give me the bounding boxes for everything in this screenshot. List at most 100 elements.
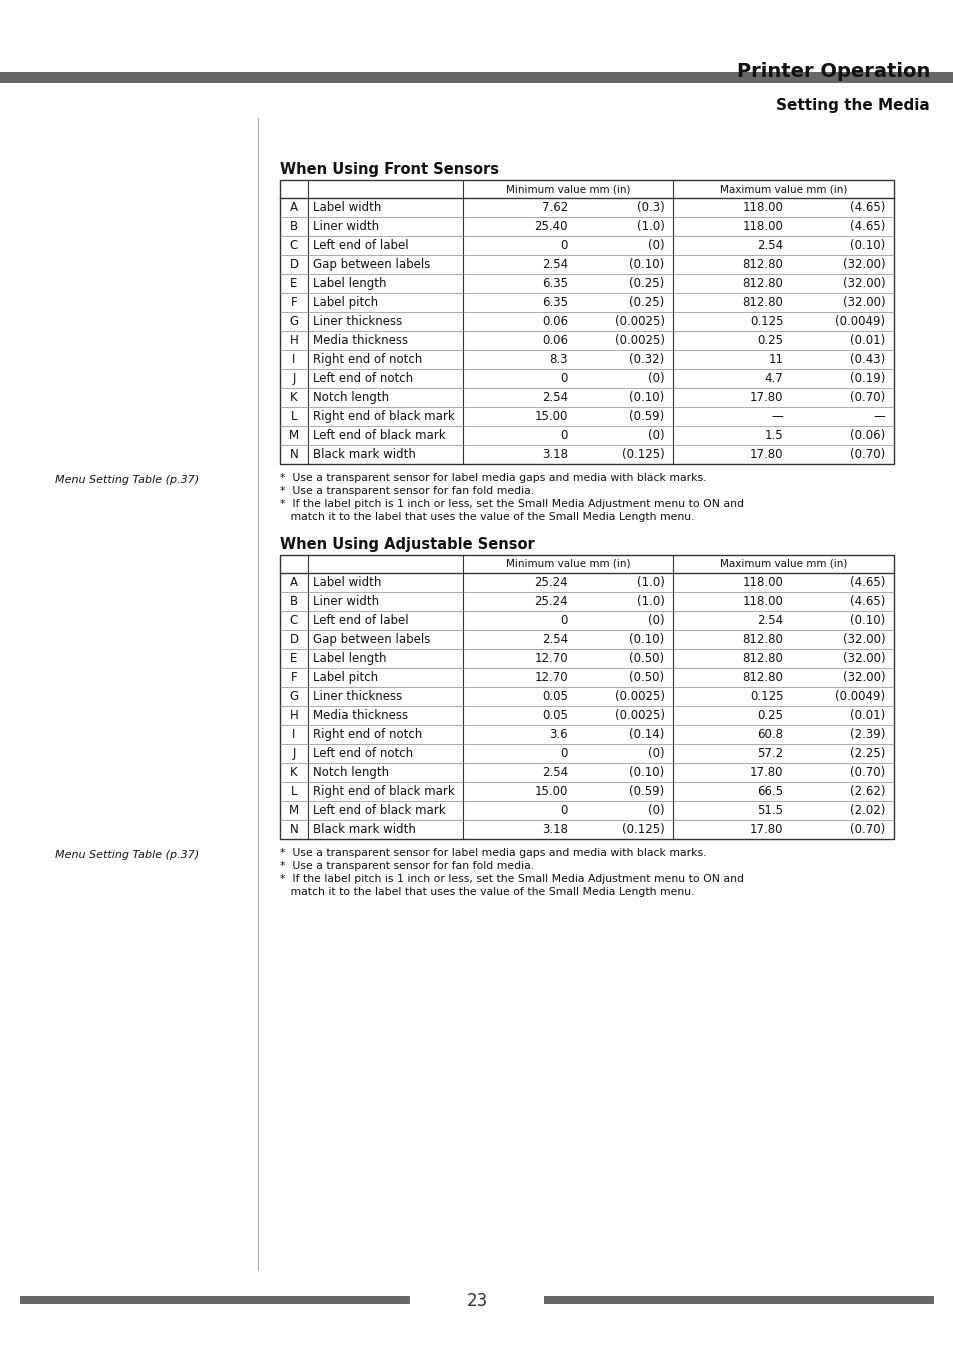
Text: G: G [289, 315, 298, 328]
Text: Gap between labels: Gap between labels [313, 634, 430, 646]
Text: (0.43): (0.43) [849, 353, 884, 367]
Text: (2.62): (2.62) [849, 785, 884, 798]
Text: 8.3: 8.3 [549, 353, 567, 367]
Text: 60.8: 60.8 [757, 728, 782, 741]
Text: *  Use a transparent sensor for label media gaps and media with black marks.: * Use a transparent sensor for label med… [280, 848, 706, 857]
Text: Right end of black mark: Right end of black mark [313, 785, 455, 798]
Text: (0.10): (0.10) [849, 613, 884, 627]
Text: (32.00): (32.00) [841, 652, 884, 665]
Text: 12.70: 12.70 [534, 671, 567, 683]
Text: 0: 0 [560, 613, 567, 627]
Text: 0.25: 0.25 [757, 709, 782, 723]
Text: M: M [289, 803, 298, 817]
Text: Label pitch: Label pitch [313, 671, 377, 683]
Text: A: A [290, 201, 297, 214]
Text: 2.54: 2.54 [541, 391, 567, 404]
Text: (0.10): (0.10) [849, 239, 884, 252]
Text: F: F [291, 671, 297, 683]
Text: Menu Setting Table (p.37): Menu Setting Table (p.37) [55, 851, 199, 860]
Text: 812.80: 812.80 [741, 297, 782, 309]
Text: Notch length: Notch length [313, 391, 389, 404]
Text: Black mark width: Black mark width [313, 448, 416, 461]
Text: (1.0): (1.0) [636, 594, 664, 608]
Text: 15.00: 15.00 [534, 785, 567, 798]
Text: 17.80: 17.80 [749, 766, 782, 779]
Text: (0.0025): (0.0025) [614, 709, 664, 723]
Text: (0.0025): (0.0025) [614, 315, 664, 328]
Text: When Using Front Sensors: When Using Front Sensors [280, 162, 498, 177]
Text: (0.10): (0.10) [629, 257, 664, 271]
Text: *  Use a transparent sensor for label media gaps and media with black marks.: * Use a transparent sensor for label med… [280, 473, 706, 483]
Text: Left end of label: Left end of label [313, 613, 408, 627]
Text: Media thickness: Media thickness [313, 334, 408, 346]
Text: Minimum value mm (in): Minimum value mm (in) [505, 183, 630, 194]
Text: 23: 23 [466, 1291, 487, 1310]
Text: 25.40: 25.40 [534, 220, 567, 233]
Text: Left end of black mark: Left end of black mark [313, 803, 445, 817]
Text: 0.125: 0.125 [749, 690, 782, 704]
Text: I: I [292, 353, 295, 367]
Text: Right end of notch: Right end of notch [313, 728, 422, 741]
Text: Label width: Label width [313, 201, 381, 214]
Text: 0.125: 0.125 [749, 315, 782, 328]
Text: 0: 0 [560, 429, 567, 442]
Text: 118.00: 118.00 [741, 220, 782, 233]
Text: (0.70): (0.70) [849, 391, 884, 404]
Text: Liner width: Liner width [313, 594, 378, 608]
Text: (4.65): (4.65) [849, 594, 884, 608]
Text: 0.25: 0.25 [757, 334, 782, 346]
Text: match it to the label that uses the value of the Small Media Length menu.: match it to the label that uses the valu… [280, 512, 694, 522]
Text: (0.3): (0.3) [637, 201, 664, 214]
Text: 57.2: 57.2 [757, 747, 782, 760]
Bar [0, 71, 953, 84]
Text: (0.125): (0.125) [621, 448, 664, 461]
Text: (0.70): (0.70) [849, 824, 884, 836]
Text: 3.18: 3.18 [541, 824, 567, 836]
Text: L: L [291, 410, 297, 423]
Text: 0: 0 [560, 372, 567, 386]
Text: Liner thickness: Liner thickness [313, 690, 402, 704]
Text: 2.54: 2.54 [541, 634, 567, 646]
Text: 2.54: 2.54 [541, 766, 567, 779]
Text: (32.00): (32.00) [841, 297, 884, 309]
Text: Maximum value mm (in): Maximum value mm (in) [720, 183, 846, 194]
Text: Liner thickness: Liner thickness [313, 315, 402, 328]
Text: 3.18: 3.18 [541, 448, 567, 461]
Text: (32.00): (32.00) [841, 257, 884, 271]
Text: (0.59): (0.59) [629, 410, 664, 423]
Text: (0.50): (0.50) [629, 671, 664, 683]
Text: match it to the label that uses the value of the Small Media Length menu.: match it to the label that uses the valu… [280, 887, 694, 896]
Text: 118.00: 118.00 [741, 201, 782, 214]
Text: Printer Operation: Printer Operation [736, 62, 929, 81]
Text: 17.80: 17.80 [749, 391, 782, 404]
Text: Left end of black mark: Left end of black mark [313, 429, 445, 442]
Text: 118.00: 118.00 [741, 576, 782, 589]
Text: Liner width: Liner width [313, 220, 378, 233]
Text: (1.0): (1.0) [636, 220, 664, 233]
Text: Right end of black mark: Right end of black mark [313, 410, 455, 423]
Text: (0.14): (0.14) [629, 728, 664, 741]
Text: —: — [873, 410, 884, 423]
Text: (2.39): (2.39) [849, 728, 884, 741]
Text: K: K [290, 766, 297, 779]
Text: Label pitch: Label pitch [313, 297, 377, 309]
Text: Label length: Label length [313, 652, 386, 665]
Text: (4.65): (4.65) [849, 201, 884, 214]
Text: J: J [292, 372, 295, 386]
Text: (2.02): (2.02) [849, 803, 884, 817]
Text: Black mark width: Black mark width [313, 824, 416, 836]
Text: (4.65): (4.65) [849, 576, 884, 589]
Text: (0.19): (0.19) [849, 372, 884, 386]
Text: 2.54: 2.54 [757, 239, 782, 252]
Text: Left end of notch: Left end of notch [313, 372, 413, 386]
Text: 17.80: 17.80 [749, 448, 782, 461]
Text: E: E [290, 652, 297, 665]
Text: 1.5: 1.5 [764, 429, 782, 442]
Text: C: C [290, 613, 297, 627]
Text: 66.5: 66.5 [757, 785, 782, 798]
Text: Label width: Label width [313, 576, 381, 589]
Text: 118.00: 118.00 [741, 594, 782, 608]
Text: Label length: Label length [313, 276, 386, 290]
Text: E: E [290, 276, 297, 290]
Bar [20, 1295, 410, 1304]
